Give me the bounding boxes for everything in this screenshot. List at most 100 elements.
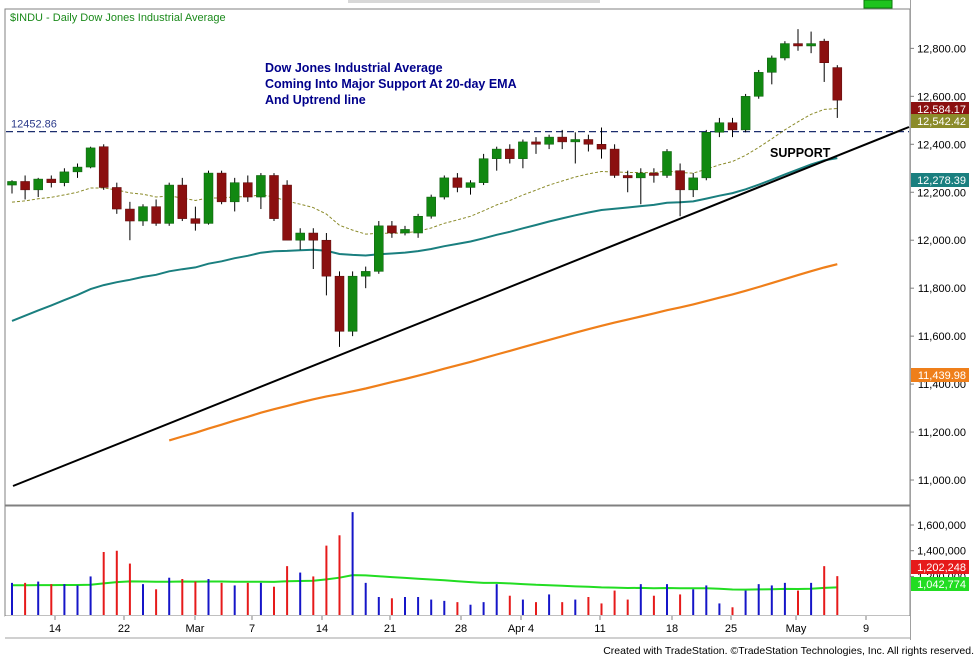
candle xyxy=(793,29,803,51)
price-tick-label: 12,800.00 xyxy=(917,43,966,55)
candle xyxy=(347,271,358,337)
candle xyxy=(400,225,410,236)
volume-tick-label: 1,600,000 xyxy=(917,520,966,532)
candle xyxy=(636,168,646,205)
candle xyxy=(491,146,502,171)
candle xyxy=(151,199,161,226)
candle xyxy=(531,137,541,154)
annotation-line-3: And Uptrend line xyxy=(265,93,366,107)
candle xyxy=(295,228,305,250)
candle xyxy=(662,149,672,178)
right-scale-divider xyxy=(910,0,911,640)
x-tick-label: 22 xyxy=(118,623,130,635)
badge-volume-avg: 1,042,774 xyxy=(911,577,969,591)
candle xyxy=(59,168,70,187)
candle xyxy=(780,41,790,61)
badge-ema20: 12,542.42 xyxy=(911,114,969,128)
candle xyxy=(98,144,109,190)
x-tick-label: 14 xyxy=(49,623,61,635)
price-tick-label: 11,800.00 xyxy=(918,283,966,295)
x-tick-label: May xyxy=(786,623,807,635)
candle xyxy=(570,132,581,164)
candle xyxy=(753,69,764,99)
badge-ma50: 12,278.39 xyxy=(911,173,969,187)
candle xyxy=(387,221,397,238)
svg-text:12,584.17: 12,584.17 xyxy=(917,104,966,116)
candle xyxy=(243,175,253,202)
candle xyxy=(216,170,227,205)
x-tick-label: 25 xyxy=(725,623,737,635)
candle xyxy=(740,93,751,133)
candle xyxy=(701,129,712,181)
candle xyxy=(583,134,594,152)
header-marker[interactable] xyxy=(863,0,893,9)
ma50-line xyxy=(11,157,838,322)
x-tick-label: 11 xyxy=(594,623,605,635)
badge-volume: 1,202,248 xyxy=(911,560,969,574)
price-tick-label: 12,000.00 xyxy=(917,235,966,247)
candle xyxy=(20,175,30,200)
ma200-line xyxy=(168,263,838,442)
support-annotation: SUPPORT xyxy=(770,146,831,160)
x-tick-label: 7 xyxy=(249,623,255,635)
candle xyxy=(190,206,201,231)
candle xyxy=(649,168,659,183)
candle xyxy=(596,127,607,159)
candle xyxy=(609,144,620,178)
footer-credit: Created with TradeStation. ©TradeStation… xyxy=(603,645,974,657)
x-tick-label: 18 xyxy=(666,623,678,635)
uptrend-line xyxy=(12,126,910,487)
candle xyxy=(256,173,266,210)
x-tick-label: Mar xyxy=(186,623,205,635)
candle xyxy=(282,180,292,241)
candle xyxy=(72,163,83,178)
price-tick-label: 11,400.00 xyxy=(918,379,966,391)
svg-text:1,202,248: 1,202,248 xyxy=(917,562,966,574)
candle xyxy=(334,271,345,347)
candle xyxy=(439,175,450,200)
candle xyxy=(544,134,554,150)
svg-text:11,439.98: 11,439.98 xyxy=(918,370,966,382)
candle xyxy=(767,55,777,85)
candle xyxy=(46,175,57,188)
badge-ma200: 11,439.98 xyxy=(911,368,969,382)
candle xyxy=(505,144,515,164)
candle xyxy=(806,31,816,54)
annotation-line-1: Dow Jones Industrial Average xyxy=(265,61,443,75)
axis-strip-bottom xyxy=(5,616,910,638)
candle xyxy=(688,173,698,198)
price-tick-label: 12,600.00 xyxy=(917,91,966,103)
price-axis-ticks: 12,800.00 12,600.00 12,400.00 12,200.00 12,0… xyxy=(910,43,966,487)
price-tick-label: 11,000.00 xyxy=(918,475,966,487)
candle xyxy=(112,182,122,214)
ema20-line xyxy=(11,108,838,235)
candle xyxy=(426,194,436,219)
volume-panel-frame xyxy=(4,505,911,617)
candle xyxy=(413,213,423,238)
x-tick-label: Apr 4 xyxy=(508,623,534,635)
candle xyxy=(360,266,371,289)
candle xyxy=(832,65,843,118)
svg-text:1,042,774: 1,042,774 xyxy=(917,579,966,591)
candle xyxy=(518,139,528,169)
svg-text:12,542.42: 12,542.42 xyxy=(917,116,966,128)
candle xyxy=(229,177,240,212)
support-level-label: 12452.86 xyxy=(11,119,57,131)
candle xyxy=(819,38,829,82)
volume-average-line xyxy=(11,574,838,591)
symbol-label: $INDU - Daily Dow Jones Industrial Avera… xyxy=(10,12,226,24)
svg-text:12,278.39: 12,278.39 xyxy=(917,175,966,187)
candle xyxy=(622,170,633,193)
candle xyxy=(269,173,279,222)
volume-bars xyxy=(11,512,839,615)
candle xyxy=(85,146,96,169)
x-tick-label: 21 xyxy=(384,623,396,635)
price-tick-label: 12,200.00 xyxy=(917,187,966,199)
candle xyxy=(465,180,476,195)
candle xyxy=(478,153,489,186)
price-tick-label: 11,200.00 xyxy=(918,427,966,439)
candle xyxy=(177,177,188,222)
candle xyxy=(557,129,567,150)
price-tick-label: 12,400.00 xyxy=(917,139,966,151)
